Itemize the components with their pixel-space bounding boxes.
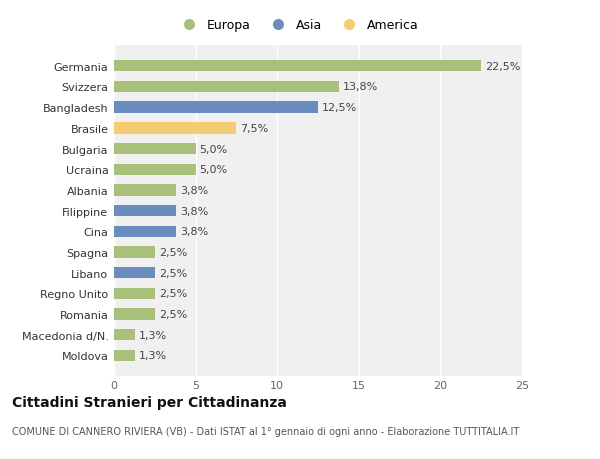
Legend: Europa, Asia, America: Europa, Asia, America xyxy=(176,19,419,32)
Bar xyxy=(114,288,155,299)
Bar xyxy=(114,309,155,320)
Bar xyxy=(114,185,176,196)
Text: 3,8%: 3,8% xyxy=(180,206,208,216)
Text: 1,3%: 1,3% xyxy=(139,351,167,361)
Text: COMUNE DI CANNERO RIVIERA (VB) - Dati ISTAT al 1° gennaio di ogni anno - Elabora: COMUNE DI CANNERO RIVIERA (VB) - Dati IS… xyxy=(12,426,519,436)
Bar xyxy=(114,61,481,72)
Bar xyxy=(114,206,176,217)
Bar xyxy=(114,350,135,361)
Bar xyxy=(114,102,318,113)
Text: 13,8%: 13,8% xyxy=(343,82,379,92)
Text: 3,8%: 3,8% xyxy=(180,185,208,196)
Bar xyxy=(114,144,196,155)
Text: 12,5%: 12,5% xyxy=(322,103,358,113)
Text: 2,5%: 2,5% xyxy=(159,247,187,257)
Text: 5,0%: 5,0% xyxy=(200,144,228,154)
Text: 5,0%: 5,0% xyxy=(200,165,228,175)
Bar xyxy=(114,247,155,258)
Bar xyxy=(114,123,236,134)
Bar xyxy=(114,164,196,175)
Text: 22,5%: 22,5% xyxy=(485,62,521,72)
Text: 1,3%: 1,3% xyxy=(139,330,167,340)
Bar xyxy=(114,226,176,237)
Bar xyxy=(114,82,339,93)
Text: 2,5%: 2,5% xyxy=(159,289,187,299)
Text: Cittadini Stranieri per Cittadinanza: Cittadini Stranieri per Cittadinanza xyxy=(12,395,287,409)
Text: 2,5%: 2,5% xyxy=(159,309,187,319)
Bar xyxy=(114,268,155,279)
Text: 7,5%: 7,5% xyxy=(241,123,269,134)
Text: 2,5%: 2,5% xyxy=(159,268,187,278)
Text: 3,8%: 3,8% xyxy=(180,227,208,237)
Bar xyxy=(114,330,135,341)
